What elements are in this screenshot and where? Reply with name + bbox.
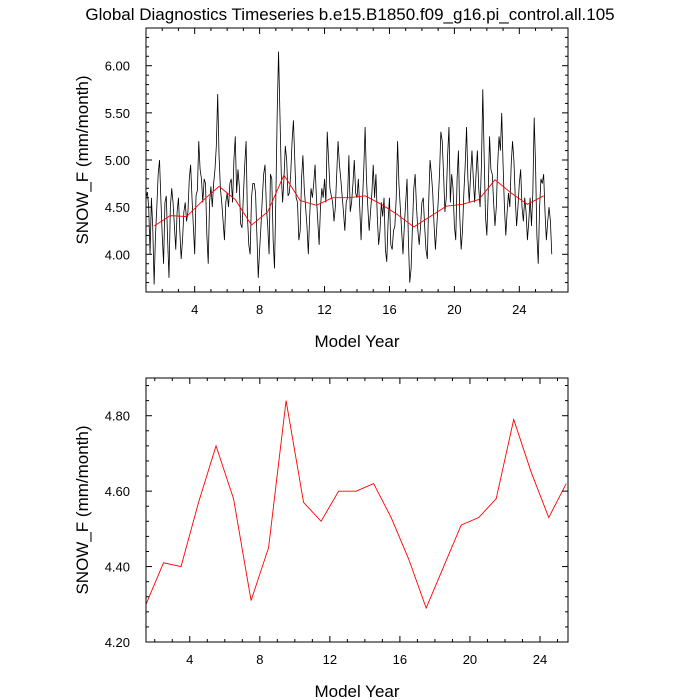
y-axis-label: SNOW_F (mm/month) xyxy=(73,75,92,244)
x-tick-label: 8 xyxy=(256,652,263,667)
y-tick-label: 4.00 xyxy=(105,247,130,262)
series-line-annual xyxy=(153,174,544,228)
plot-frame xyxy=(145,377,569,643)
y-tick-label: 4.50 xyxy=(105,200,130,215)
y-tick-label: 6.00 xyxy=(105,59,130,74)
x-tick-label: 24 xyxy=(512,302,526,317)
plot-frame xyxy=(145,27,569,293)
y-tick-label: 5.00 xyxy=(105,153,130,168)
x-tick-label: 20 xyxy=(463,652,477,667)
x-tick-label: 24 xyxy=(533,652,547,667)
x-tick-label: 4 xyxy=(191,302,198,317)
x-tick-label: 16 xyxy=(382,302,396,317)
x-tick-label: 12 xyxy=(323,652,337,667)
bottom-panel: 4 8 12 16 20 24 4.20 4.40 4.60 4.80 Model Year SNOW… xyxy=(73,377,569,700)
x-tick-label: 8 xyxy=(256,302,263,317)
chart-title: Global Diagnostics Timeseries b.e15.B185… xyxy=(85,5,614,24)
y-axis-label: SNOW_F (mm/month) xyxy=(73,425,92,594)
y-tick-label: 4.20 xyxy=(105,635,130,650)
x-tick-label: 20 xyxy=(447,302,461,317)
y-tick-label: 4.80 xyxy=(105,409,130,424)
x-axis-label: Model Year xyxy=(314,682,399,700)
series-line-annual xyxy=(146,400,567,610)
x-tick-label: 4 xyxy=(186,652,193,667)
y-tick-label: 5.50 xyxy=(105,106,130,121)
x-axis-label: Model Year xyxy=(314,332,399,351)
top-panel: 4 8 12 16 20 24 4.00 4.50 5.00 5.50 6.00 Model Year… xyxy=(73,27,569,351)
series-line-monthly xyxy=(146,51,553,285)
y-tick-label: 4.40 xyxy=(105,560,130,575)
y-tick-label: 4.60 xyxy=(105,484,130,499)
x-tick-label: 12 xyxy=(317,302,331,317)
x-tick-label: 16 xyxy=(393,652,407,667)
